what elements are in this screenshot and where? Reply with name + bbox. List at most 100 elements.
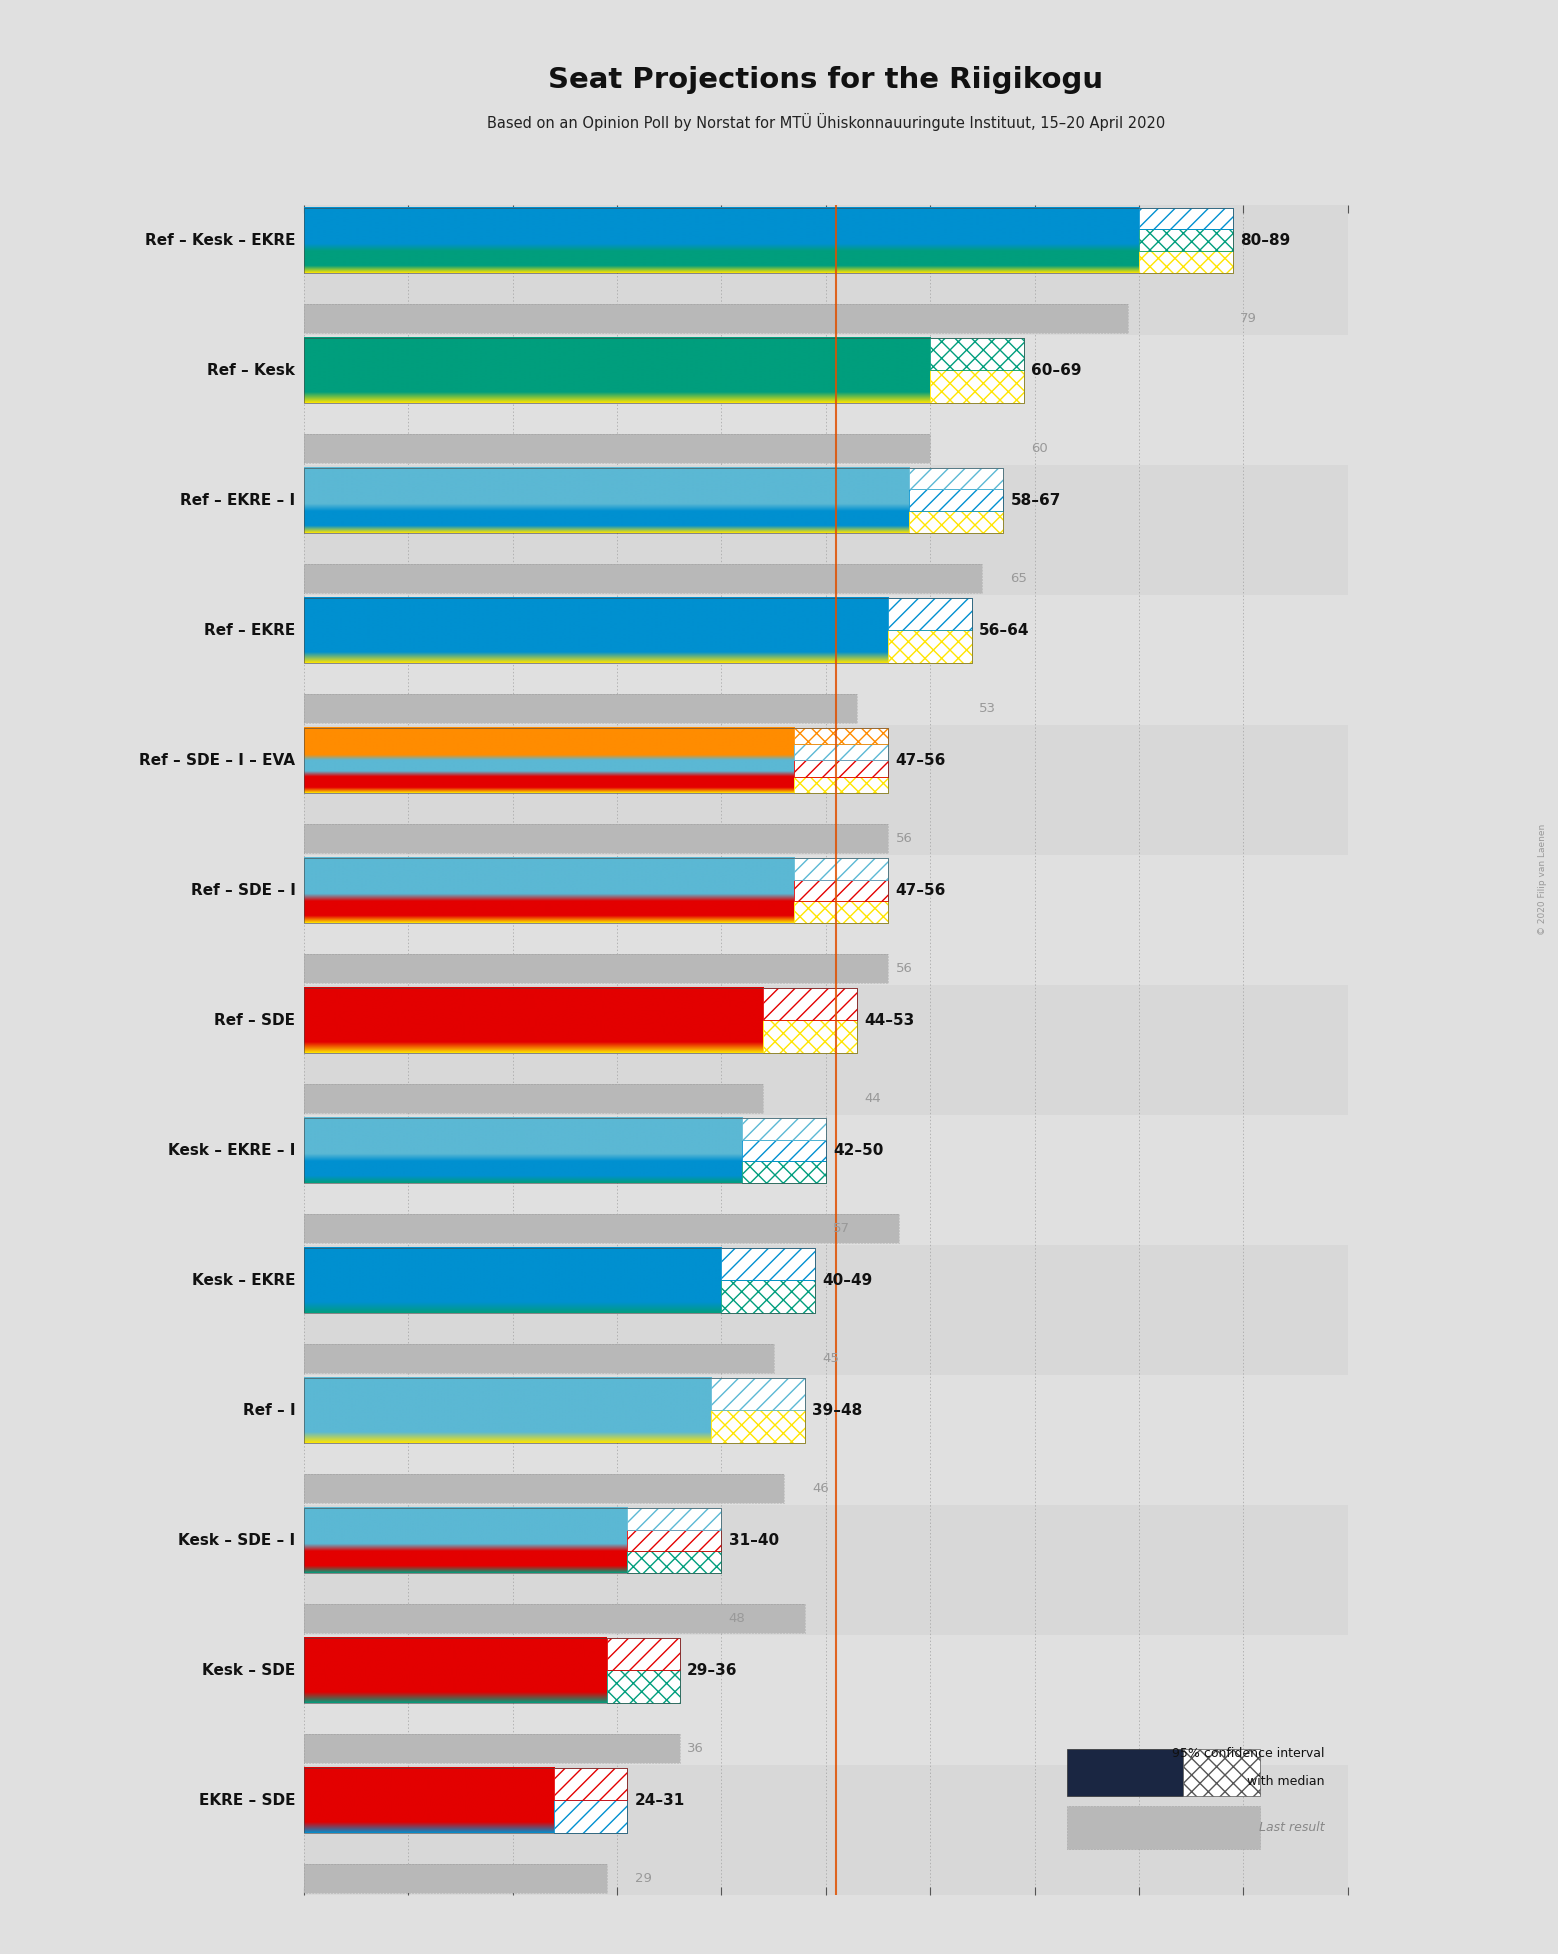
Bar [304,954,888,983]
Bar [304,338,1024,403]
Bar [304,954,888,983]
Bar [910,467,1003,488]
Bar [795,901,888,922]
Bar [628,1530,721,1551]
Bar [606,1637,679,1671]
Text: Ref – I: Ref – I [243,1403,296,1419]
Bar [1183,1749,1260,1796]
Text: Ref – SDE: Ref – SDE [215,1012,296,1028]
Bar [910,488,1003,512]
Bar [304,727,888,793]
Bar [304,1635,1348,1764]
Text: 56–64: 56–64 [978,623,1030,637]
Text: 80–89: 80–89 [1240,233,1290,248]
Text: 29: 29 [634,1872,651,1886]
Bar [304,1764,1348,1895]
Bar [304,1344,773,1374]
Bar [304,694,857,723]
Bar [555,1800,628,1833]
Bar [721,1249,815,1280]
Bar [1067,1805,1260,1848]
Bar [795,776,888,793]
Bar [304,1249,815,1313]
Bar [1139,252,1232,274]
Bar [795,858,888,879]
Bar [1139,229,1232,252]
Text: 60–69: 60–69 [1031,363,1081,377]
Text: EKRE – SDE: EKRE – SDE [199,1794,296,1807]
Bar [795,858,888,879]
Text: Ref – SDE – I: Ref – SDE – I [190,883,296,897]
Text: 56: 56 [896,832,913,844]
Bar [795,879,888,901]
Bar [742,1161,826,1182]
Bar [628,1508,721,1530]
Bar [628,1551,721,1573]
Text: Kesk – SDE: Kesk – SDE [203,1663,296,1678]
Bar [888,631,972,662]
Bar [555,1768,628,1800]
Bar [795,901,888,922]
Bar [304,1084,763,1112]
Text: 44–53: 44–53 [865,1012,915,1028]
Text: 60: 60 [1031,442,1049,455]
Bar [628,1551,721,1573]
Text: Ref – EKRE – I: Ref – EKRE – I [181,492,296,508]
Bar [304,1637,679,1704]
Bar [888,598,972,631]
Bar [304,467,1003,533]
Bar [763,989,857,1020]
Bar [742,1139,826,1161]
Text: Kesk – EKRE – I: Kesk – EKRE – I [168,1143,296,1159]
Text: 36: 36 [687,1741,704,1755]
Text: with median: with median [1246,1774,1324,1788]
Bar [304,1864,606,1893]
Bar [304,1473,784,1503]
Text: 40–49: 40–49 [823,1272,872,1288]
Bar [888,598,972,631]
Bar [304,207,1232,274]
Bar [888,631,972,662]
Bar [721,1280,815,1313]
Bar [742,1161,826,1182]
Bar [910,488,1003,512]
Bar [555,1768,628,1800]
Bar [930,371,1024,403]
Bar [710,1378,805,1411]
Bar [304,1116,1348,1245]
Text: 58–67: 58–67 [1011,492,1061,508]
Bar [795,879,888,901]
Bar [721,1249,815,1280]
Text: Ref – EKRE: Ref – EKRE [204,623,296,637]
Bar [304,694,857,723]
Bar [710,1411,805,1442]
Bar [304,1344,773,1374]
Bar [763,1020,857,1053]
Bar [304,305,1128,332]
Bar [304,1473,784,1503]
Bar [628,1530,721,1551]
Text: 45: 45 [823,1352,840,1366]
Bar [742,1118,826,1139]
Bar [606,1671,679,1704]
Bar [304,305,1128,332]
Text: 79: 79 [1240,313,1257,324]
Bar [930,371,1024,403]
Bar [304,985,1348,1116]
Bar [1139,207,1232,229]
Bar [1139,252,1232,274]
Bar [795,744,888,760]
Bar [304,1505,1348,1635]
Bar [606,1671,679,1704]
Bar [910,512,1003,533]
Bar [742,1118,826,1139]
Bar [555,1800,628,1833]
Bar [795,727,888,744]
Text: 95% confidence interval: 95% confidence interval [1172,1747,1324,1761]
Bar [304,465,1348,596]
Bar [304,1768,628,1833]
Bar [304,434,930,463]
Bar [763,989,857,1020]
Bar [304,1213,899,1243]
Bar [795,776,888,793]
